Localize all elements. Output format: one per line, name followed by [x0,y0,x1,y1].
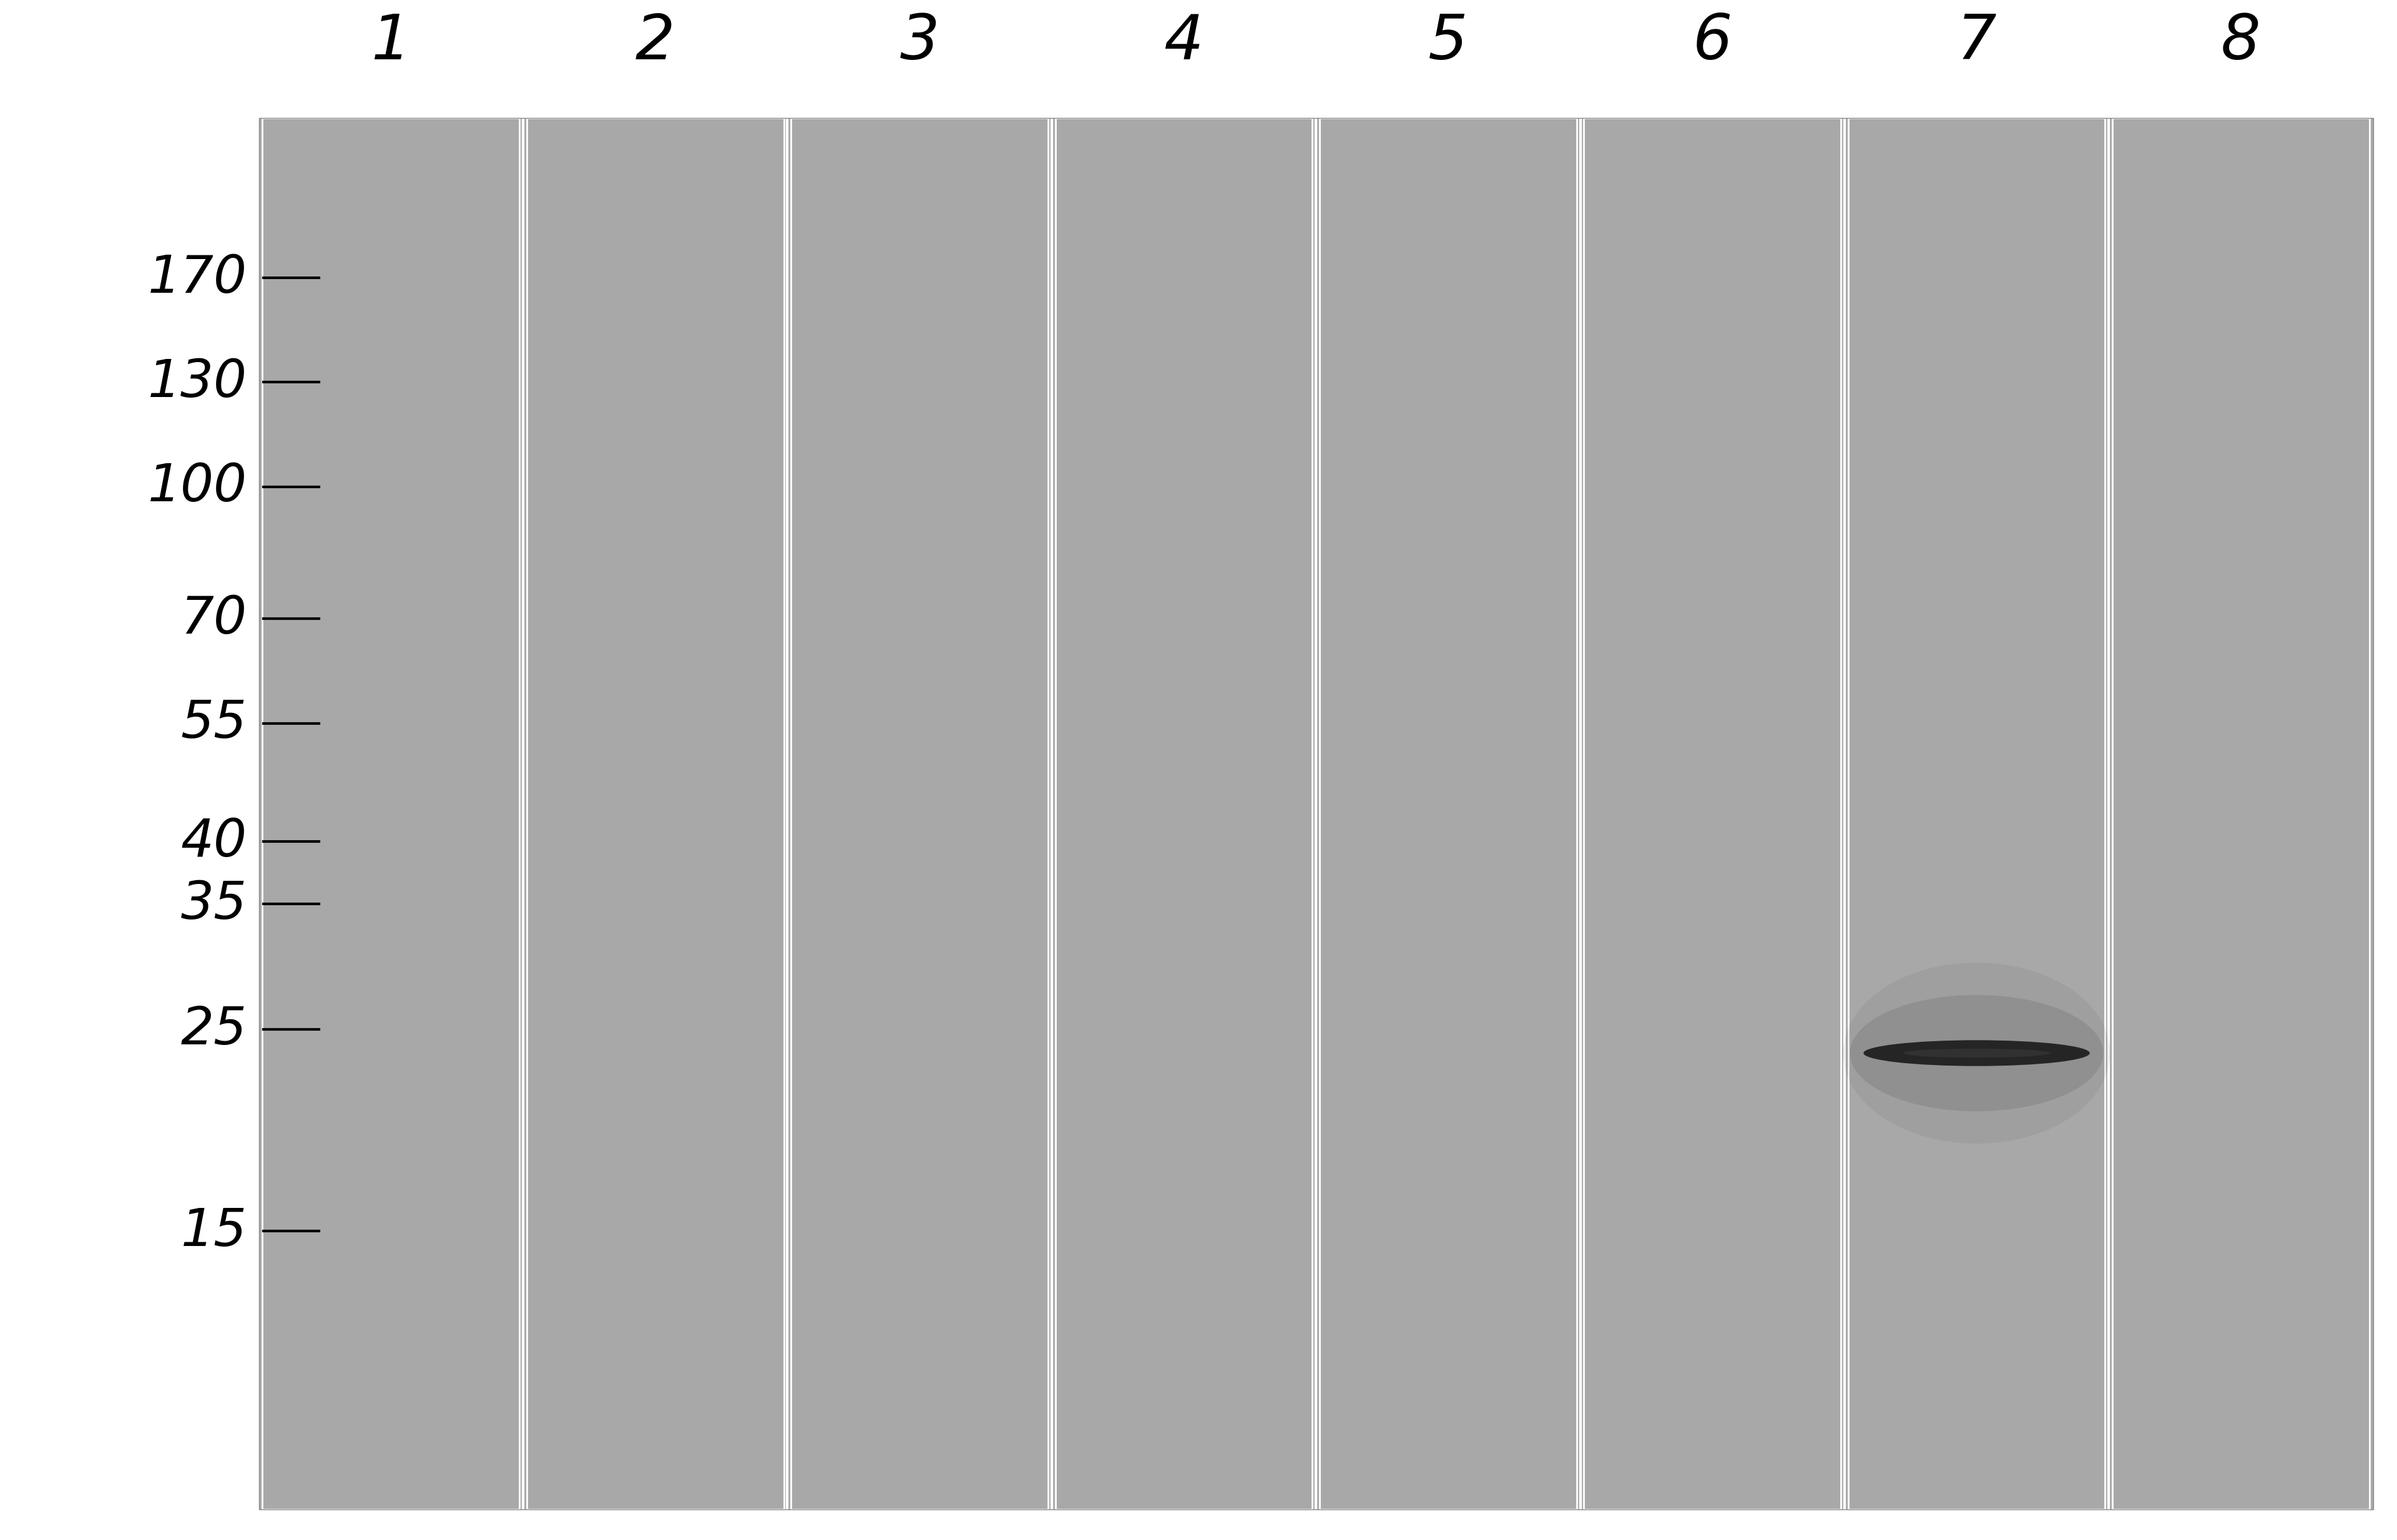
Text: 3: 3 [899,12,940,72]
Text: 25: 25 [180,1004,247,1055]
FancyBboxPatch shape [1318,119,1577,1509]
Ellipse shape [1903,1049,2049,1058]
Text: 2: 2 [635,12,676,72]
Text: 70: 70 [180,593,247,644]
Ellipse shape [1850,995,2102,1112]
Text: 5: 5 [1429,12,1467,72]
Text: 1: 1 [372,12,410,72]
Text: 35: 35 [180,879,247,930]
FancyBboxPatch shape [1055,119,1314,1509]
Ellipse shape [1862,1040,2090,1066]
FancyBboxPatch shape [791,119,1047,1509]
Text: 100: 100 [149,462,247,511]
Text: 130: 130 [149,357,247,408]
Text: 6: 6 [1692,12,1733,72]
Text: 7: 7 [1956,12,1997,72]
FancyBboxPatch shape [264,119,520,1509]
Text: 170: 170 [149,253,247,303]
Ellipse shape [1843,962,2109,1144]
Text: 4: 4 [1165,12,1203,72]
FancyBboxPatch shape [1584,119,1841,1509]
Text: 55: 55 [180,698,247,748]
FancyBboxPatch shape [259,119,2373,1509]
Text: 8: 8 [2222,12,2260,72]
Text: 40: 40 [180,816,247,867]
Text: 15: 15 [180,1206,247,1257]
FancyBboxPatch shape [527,119,784,1509]
FancyBboxPatch shape [1848,119,2105,1509]
FancyBboxPatch shape [2112,119,2368,1509]
